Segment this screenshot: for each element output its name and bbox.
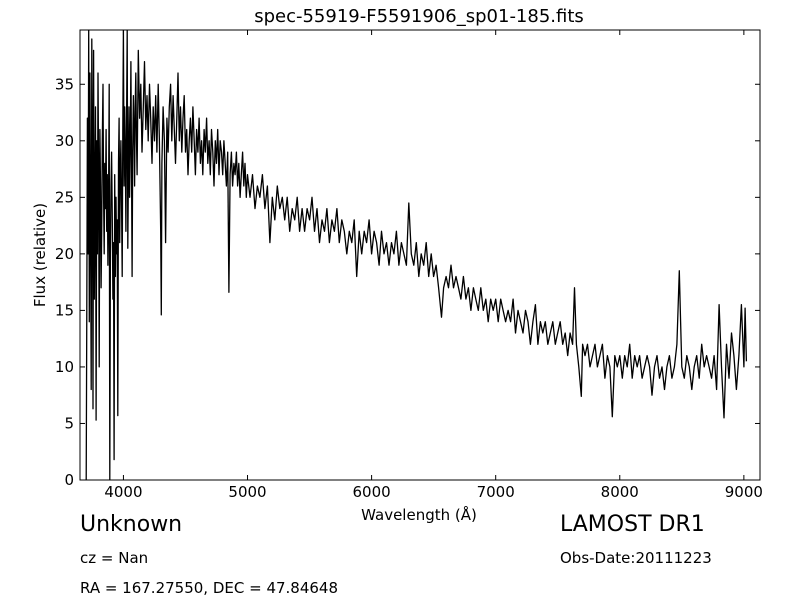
survey-name-label: LAMOST DR1 <box>560 512 705 537</box>
y-tick-label: 20 <box>55 245 74 263</box>
axes-frame <box>79 29 761 481</box>
x-tick-label: 9000 <box>725 483 763 501</box>
x-tick-label: 8000 <box>601 483 639 501</box>
y-axis-label: Flux (relative) <box>31 203 49 307</box>
y-tick-label: 35 <box>55 75 74 93</box>
y-tick-label: 15 <box>55 301 74 319</box>
y-tick-label: 30 <box>55 132 74 150</box>
x-tick-label: 5000 <box>228 483 266 501</box>
x-tick-label: 4000 <box>104 483 142 501</box>
x-tick-label: 6000 <box>353 483 391 501</box>
redshift-label: cz = Nan <box>80 549 149 567</box>
chart-title: spec-55919-F5591906_sp01-185.fits <box>254 6 584 27</box>
coordinates-label: RA = 167.27550, DEC = 47.84648 <box>80 579 339 597</box>
obs-date-label: Obs-Date:20111223 <box>560 549 712 567</box>
y-tick-label: 25 <box>55 188 74 206</box>
x-axis-label: Wavelength (Å) <box>361 505 477 524</box>
y-tick-label: 5 <box>64 414 74 432</box>
x-axis-ticks: 4000 5000 6000 7000 8000 9000 <box>104 30 763 501</box>
object-class-label: Unknown <box>80 512 183 537</box>
y-axis-ticks: 0 5 10 15 20 25 30 35 <box>55 75 760 489</box>
plot-area <box>79 29 761 481</box>
spectrum-line <box>85 30 748 480</box>
y-tick-label: 0 <box>64 471 74 489</box>
y-tick-label: 10 <box>55 358 74 376</box>
x-tick-label: 7000 <box>477 483 515 501</box>
